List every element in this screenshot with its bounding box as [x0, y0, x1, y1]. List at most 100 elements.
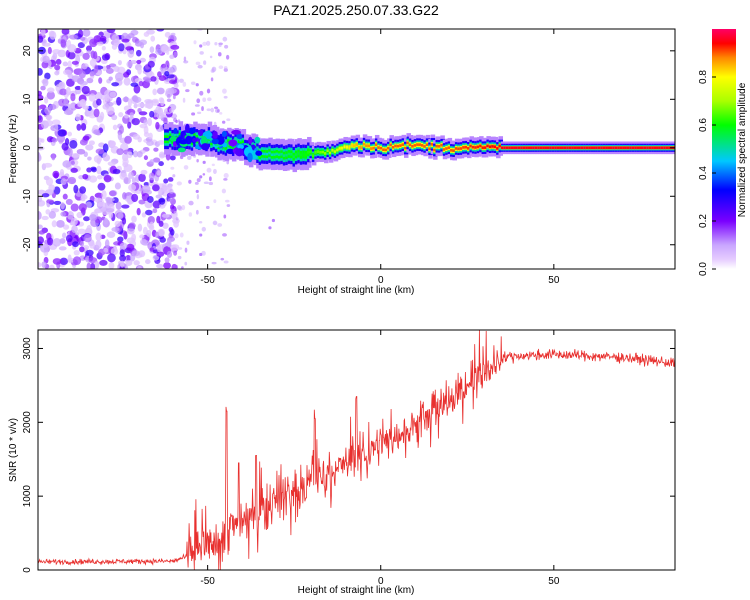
spectrogram-cell [203, 181, 209, 185]
spectrogram-cell [285, 153, 290, 157]
spectrogram-cell [41, 261, 47, 268]
spectrogram-cell [125, 46, 134, 51]
spectrogram-cell [172, 94, 176, 100]
spectrogram-cell [59, 88, 68, 96]
spectrogram-cell [146, 229, 152, 237]
spectrogram-cell [210, 77, 214, 82]
spectrogram-cell [150, 35, 156, 42]
spectrogram-cell [52, 258, 62, 265]
spectrogram-cell [137, 136, 142, 143]
spectrogram-cell [108, 190, 117, 197]
spectrogram-cell [297, 152, 302, 155]
spectrogram-cell [619, 146, 625, 150]
spectrogram-cell [143, 119, 148, 126]
spectrogram-cell [121, 204, 130, 209]
spectrogram-cell [63, 109, 73, 116]
spectrogram-cell [646, 146, 651, 150]
spectrogram-cell [94, 92, 103, 101]
spectrogram-cell [137, 66, 142, 75]
spectrogram-cell [169, 54, 175, 60]
spectrogram-cell [105, 208, 115, 213]
spectrogram-cell [118, 112, 124, 118]
spectrogram-cell [179, 232, 184, 238]
spectrogram-cell [136, 207, 141, 216]
spectrogram-cell [467, 147, 472, 150]
spectrogram-cell [418, 143, 424, 146]
spectrogram-cell [38, 262, 42, 268]
spectrogram-cell [49, 30, 57, 40]
spectrogram-cell [268, 226, 272, 230]
x-tick-label: 50 [548, 275, 560, 286]
spectrogram-cell [101, 190, 107, 200]
spectrogram-cell [454, 147, 460, 150]
spectrogram-cell [96, 165, 102, 175]
spectrogram-cell [231, 129, 241, 135]
spectrogram-panel: -50 0 50 -20 -10 0 10 20 Height of straight lin… [8, 28, 676, 296]
spectrogram-cell [247, 152, 253, 163]
spectrogram-cell [126, 60, 133, 68]
spectrogram-cell [595, 146, 600, 150]
spectrogram-cell [182, 81, 187, 87]
spectrogram-cell [103, 247, 109, 253]
spectrogram-cell [80, 196, 86, 202]
spectrogram-cell [111, 114, 118, 121]
spectrogram-cell [80, 98, 87, 107]
spectrogram-cell [40, 29, 46, 36]
spectrogram-cell [96, 98, 102, 106]
spectrogram-cell [43, 162, 53, 168]
spectrogram-cell [127, 199, 133, 205]
x-tick-label: 50 [548, 576, 560, 587]
colorbar-tick-label: 0.0 [698, 262, 709, 276]
spectrogram-cell [214, 106, 219, 109]
spectrogram-cell [90, 262, 96, 269]
spectrogram-cell [340, 146, 346, 150]
spectrogram-cell [194, 104, 200, 107]
spectrogram-cell [126, 227, 135, 235]
spectrogram-cell [198, 221, 203, 224]
spectrogram-cell [225, 54, 230, 60]
spectrogram-cell [89, 70, 95, 77]
colorbar-tick-label: 0.2 [698, 214, 709, 228]
spectrogram-cell [82, 105, 90, 110]
spectrogram-cell [559, 146, 564, 150]
spectrogram-cell [483, 146, 489, 149]
spectrogram-cell [147, 196, 154, 203]
spectrogram-cell [199, 90, 204, 96]
spectrogram-cell [151, 100, 160, 106]
spectrogram-cell [154, 231, 160, 239]
spectrogram-cell [98, 77, 103, 84]
spectrogram-cell [60, 39, 67, 48]
spectrogram-cell [331, 149, 336, 152]
spectrogram-cell [172, 174, 176, 178]
spectrogram-cell [141, 184, 151, 193]
spectrogram-cell [138, 250, 146, 258]
spectrogram-cell [44, 119, 53, 127]
spectrogram-cell [144, 99, 153, 104]
spectrogram-cell [156, 170, 162, 176]
spectrogram-cell [163, 262, 171, 269]
spectrogram-cell [578, 146, 583, 150]
spectrogram-cell [45, 114, 53, 121]
spectrogram-cell [118, 43, 125, 52]
spectrogram-cell [225, 148, 235, 155]
spectrogram-cell [119, 242, 128, 249]
x-tick-label: -50 [200, 275, 215, 286]
spectrogram-cell [97, 182, 106, 191]
spectrogram-cell [133, 260, 140, 266]
spectrogram-cell [175, 217, 179, 221]
spectrogram-cell [79, 186, 87, 194]
spectrogram-cell [170, 244, 178, 253]
spectrogram-cell [52, 238, 62, 247]
spectrogram-cell [365, 144, 370, 148]
spectrogram-cell [404, 146, 409, 150]
spectrogram-cell [201, 136, 208, 145]
spectrogram-cell [85, 45, 93, 52]
spectrogram-cell [158, 229, 165, 237]
spectrogram-cell [102, 103, 110, 110]
spectrogram-cell [138, 199, 146, 205]
spectrogram-cell [123, 177, 131, 185]
spectrogram-cell [170, 204, 175, 211]
spectrogram-cell [131, 250, 140, 257]
spectrogram-cell [80, 36, 86, 41]
